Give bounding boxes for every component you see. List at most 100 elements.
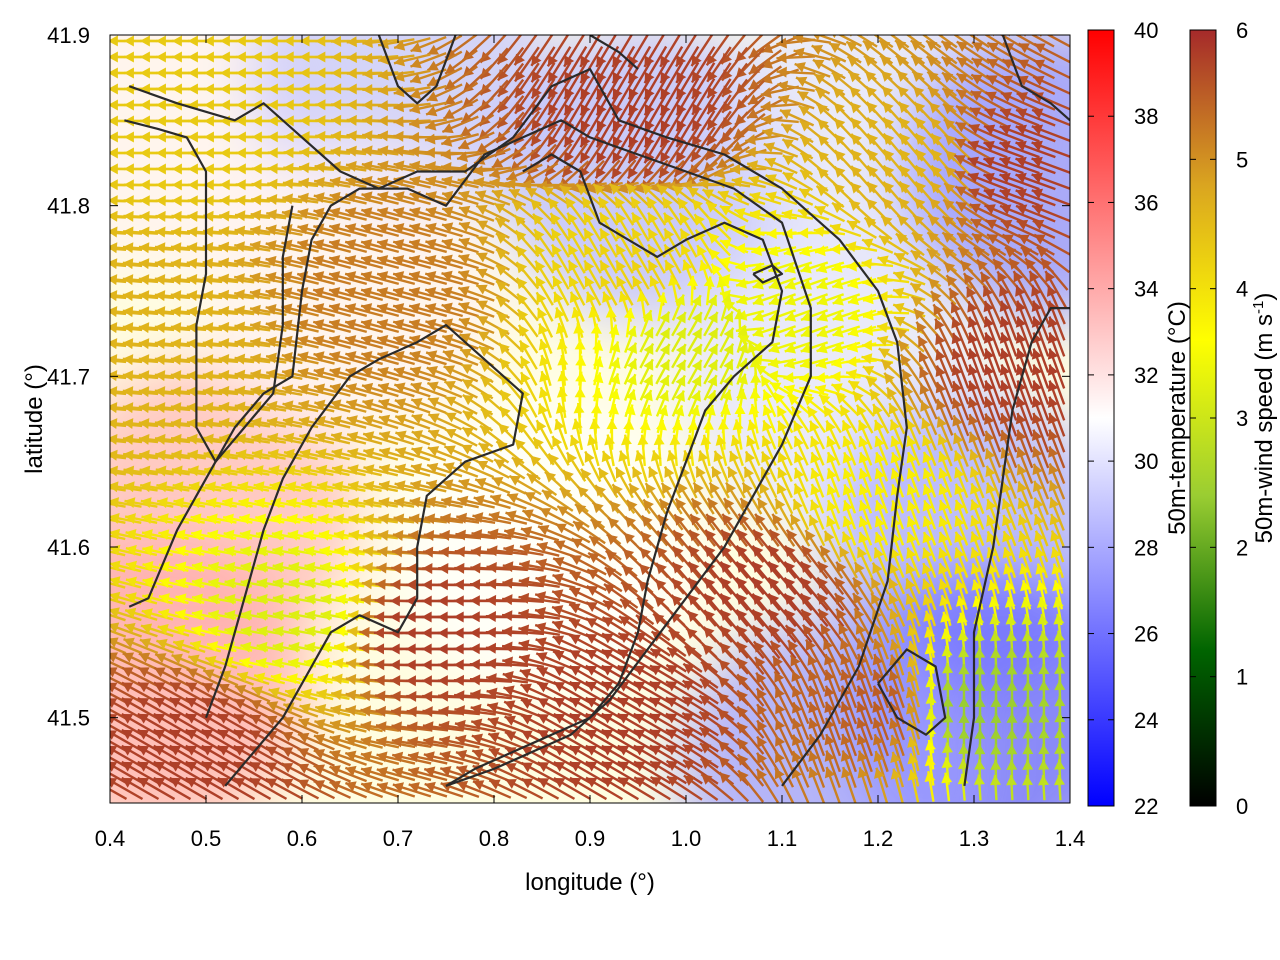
wind-vector-head xyxy=(267,35,278,47)
wind-vector-head xyxy=(299,35,310,47)
wind-vector-head xyxy=(298,400,310,411)
wind-vector-head xyxy=(672,562,684,574)
wind-vector-head xyxy=(807,406,818,418)
wind-vector-head xyxy=(832,278,844,290)
wind-vector-head xyxy=(993,259,1004,271)
wind-vector-head xyxy=(272,577,284,589)
wind-vector-head xyxy=(799,120,812,132)
wind-vector-head xyxy=(122,338,134,350)
wind-vector-head xyxy=(669,434,681,446)
wind-vector-head xyxy=(1048,463,1059,475)
wind-vector-head xyxy=(893,302,905,314)
wind-vector-head xyxy=(421,643,432,655)
wind-vector-head xyxy=(487,545,498,557)
wind-vector-head xyxy=(121,682,134,693)
wind-vector-head xyxy=(672,185,684,197)
wind-vector-head xyxy=(769,625,780,637)
wind-vector-head xyxy=(522,509,534,520)
wind-vector-head xyxy=(93,545,104,556)
wind-vector-head xyxy=(761,42,774,54)
wind-vector-head xyxy=(299,131,310,143)
wind-vector-head xyxy=(944,134,956,146)
wind-vector-head xyxy=(502,577,513,589)
wind-vector-head xyxy=(790,514,801,526)
wind-vector-head xyxy=(799,372,810,384)
wind-vector-head xyxy=(603,583,616,595)
wind-vector-head xyxy=(842,436,853,448)
wind-vector-head xyxy=(411,397,423,409)
wind-vector-head xyxy=(554,540,566,551)
wind-vector-head xyxy=(557,355,569,366)
wind-vector-head xyxy=(740,498,751,510)
wind-vector-head xyxy=(767,245,779,257)
wind-vector-head xyxy=(175,593,187,605)
wind-vector-head xyxy=(842,484,854,496)
wind-vector-head xyxy=(288,609,300,621)
wind-vector-head xyxy=(874,532,885,544)
wind-vector-head xyxy=(329,287,341,298)
wind-vector-head xyxy=(818,609,829,621)
wind-vector-head xyxy=(445,428,457,439)
wind-vector-head xyxy=(999,124,1012,135)
wind-vector-head xyxy=(967,156,980,167)
wind-vector-head xyxy=(530,199,542,211)
wind-vector-head xyxy=(1051,563,1063,575)
wind-vector-head xyxy=(968,124,981,135)
wind-vector-head xyxy=(938,467,949,480)
wind-vector-head xyxy=(318,513,329,525)
wind-vector-head xyxy=(915,181,927,193)
wind-vector-head xyxy=(334,561,346,573)
wind-vector-head xyxy=(552,589,564,600)
wind-vector-head xyxy=(335,625,346,637)
wind-vector-head xyxy=(409,271,421,282)
wind-vector-head xyxy=(967,172,980,183)
wind-vector-head xyxy=(593,184,605,195)
wind-vector-head xyxy=(573,402,585,414)
wind-vector-head xyxy=(519,340,530,352)
wind-vector-head xyxy=(362,37,373,48)
wind-vector-head xyxy=(170,386,182,398)
wind-vector-head xyxy=(219,163,230,175)
wind-vector-head xyxy=(689,530,701,542)
wind-vector-head xyxy=(219,449,231,461)
wind-vector-head xyxy=(92,195,102,206)
wind-vector-head xyxy=(155,35,166,47)
wind-vector-head xyxy=(346,658,357,670)
wind-vector-head xyxy=(92,607,103,617)
wind-vector-head xyxy=(538,387,550,399)
wind-vector-head xyxy=(653,434,665,446)
wind-vector-head xyxy=(956,41,969,52)
wind-vector-head xyxy=(575,371,587,382)
wind-vector-head xyxy=(485,610,496,622)
wind-vector-head xyxy=(186,370,198,382)
wind-vector-head xyxy=(219,131,230,143)
wind-vector-head xyxy=(389,627,400,639)
wind-vector-head xyxy=(138,433,150,445)
wind-vector-head xyxy=(139,210,150,222)
wind-vector-head xyxy=(536,292,547,304)
wind-vector-head xyxy=(721,389,733,401)
wind-vector-head xyxy=(346,36,357,48)
wind-vector-head xyxy=(316,481,328,492)
wind-vector-head xyxy=(234,273,245,284)
wind-vector-head xyxy=(110,306,118,318)
wind-vector-head xyxy=(110,682,118,693)
wind-vector-head xyxy=(686,275,698,287)
wind-vector-head xyxy=(346,399,358,410)
wind-vector-head xyxy=(363,464,375,475)
wind-vector-head xyxy=(237,481,249,493)
wind-vector-head xyxy=(537,682,549,693)
wind-vector-head xyxy=(393,207,405,218)
wind-vector-head xyxy=(267,163,278,175)
wind-vector-head xyxy=(515,230,527,242)
wind-vector-head xyxy=(839,546,850,558)
wind-vector-head xyxy=(809,420,820,433)
wind-vector-head xyxy=(122,306,134,318)
wind-vector-head xyxy=(820,624,831,636)
wind-vector-head xyxy=(1048,480,1059,492)
wind-vector-head xyxy=(535,622,547,634)
wind-vector-head xyxy=(410,463,423,474)
wind-vector-head xyxy=(983,348,995,360)
wind-vector-head xyxy=(313,192,325,204)
wind-vector-head xyxy=(724,498,735,510)
